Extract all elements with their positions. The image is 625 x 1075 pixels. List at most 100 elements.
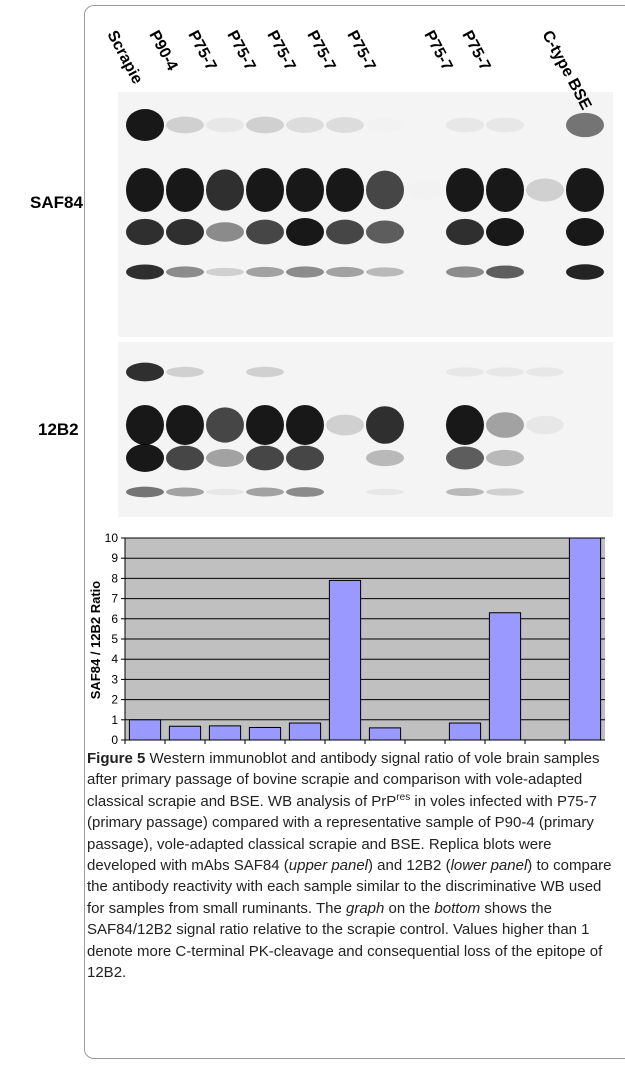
band [486,168,524,212]
band [406,181,444,200]
band [446,405,484,445]
y-axis-label: SAF84 / 12B2 Ratio [88,581,103,700]
band [486,367,524,376]
band [126,168,164,212]
band [326,117,364,133]
band [566,264,604,280]
band [326,415,364,436]
band [526,179,564,202]
band [166,446,204,471]
band [166,117,204,134]
band [286,117,324,133]
band [166,367,204,377]
y-tick-label: 2 [111,693,118,707]
lane-label: Scrapie [103,28,145,87]
band [246,405,284,445]
lane-label: P75-7 [303,28,338,74]
band [206,268,244,276]
band [326,220,364,245]
lane-label: P75-7 [420,28,455,74]
blot-label: SAF84 [30,193,83,212]
band [326,267,364,277]
band [206,407,244,442]
band [206,222,244,242]
lane-label: P90-4 [145,28,180,74]
band [446,118,484,133]
band [486,450,524,466]
y-tick-label: 10 [105,531,119,545]
band [366,489,404,495]
band [126,363,164,382]
lane-label: P75-7 [263,28,298,74]
band [366,450,404,466]
band [286,168,324,212]
y-tick-label: 1 [111,713,118,727]
caption-text: bottom [434,900,480,917]
caption-text: lower panel [451,857,528,874]
caption-text: graph [346,900,384,917]
band [246,446,284,471]
band [246,488,284,497]
band [566,113,604,137]
bar [369,728,400,740]
band [446,367,484,376]
figure-label: Figure 5 [87,750,145,767]
band [286,405,324,445]
figure: SAF84 12B2 SAF84 / 12B2 Ratio ScrapieP90… [0,0,625,745]
page: {"figure": { "lanes": ["Scrapie", "P90-4… [0,0,625,1075]
band [526,367,564,376]
band [486,118,524,133]
band [486,265,524,278]
band [206,489,244,495]
caption-text: on the [384,900,434,917]
bar [289,723,320,740]
bar [489,613,520,740]
bar [329,580,360,740]
band [246,367,284,377]
band [246,168,284,212]
band [446,219,484,245]
band [446,168,484,212]
y-tick-label: 7 [111,592,118,606]
band [486,488,524,495]
bar [169,726,200,740]
band [446,447,484,470]
bar [249,727,280,740]
band [126,219,164,245]
lane-label: P75-7 [458,28,493,74]
y-tick-label: 6 [111,612,118,626]
band [286,446,324,471]
bar [209,726,240,740]
band [286,266,324,277]
blot-label: 12B2 [38,420,79,439]
band [486,412,524,438]
band [486,218,524,246]
bar [129,720,160,740]
band [166,488,204,497]
y-tick-label: 4 [111,652,118,666]
band [446,488,484,496]
band [366,171,404,210]
band [566,168,604,212]
bar [449,723,480,740]
y-tick-label: 8 [111,571,118,585]
band [366,267,404,276]
band [206,118,244,133]
body: SAF84 12B2 SAF84 / 12B2 Ratio ScrapieP90… [0,0,625,1075]
band [126,487,164,498]
band [526,416,564,434]
lane-label: P75-7 [184,28,219,74]
band [286,487,324,497]
band [166,405,204,445]
y-tick-label: 9 [111,551,118,565]
band [126,264,164,279]
band [446,266,484,277]
lane-label: P75-7 [343,28,378,74]
band [326,168,364,212]
band [166,168,204,212]
band [206,449,244,467]
band [166,266,204,277]
band [126,109,164,141]
lane-label: P75-7 [223,28,258,74]
caption: Figure 5 Western immunoblot and antibody… [87,748,620,983]
